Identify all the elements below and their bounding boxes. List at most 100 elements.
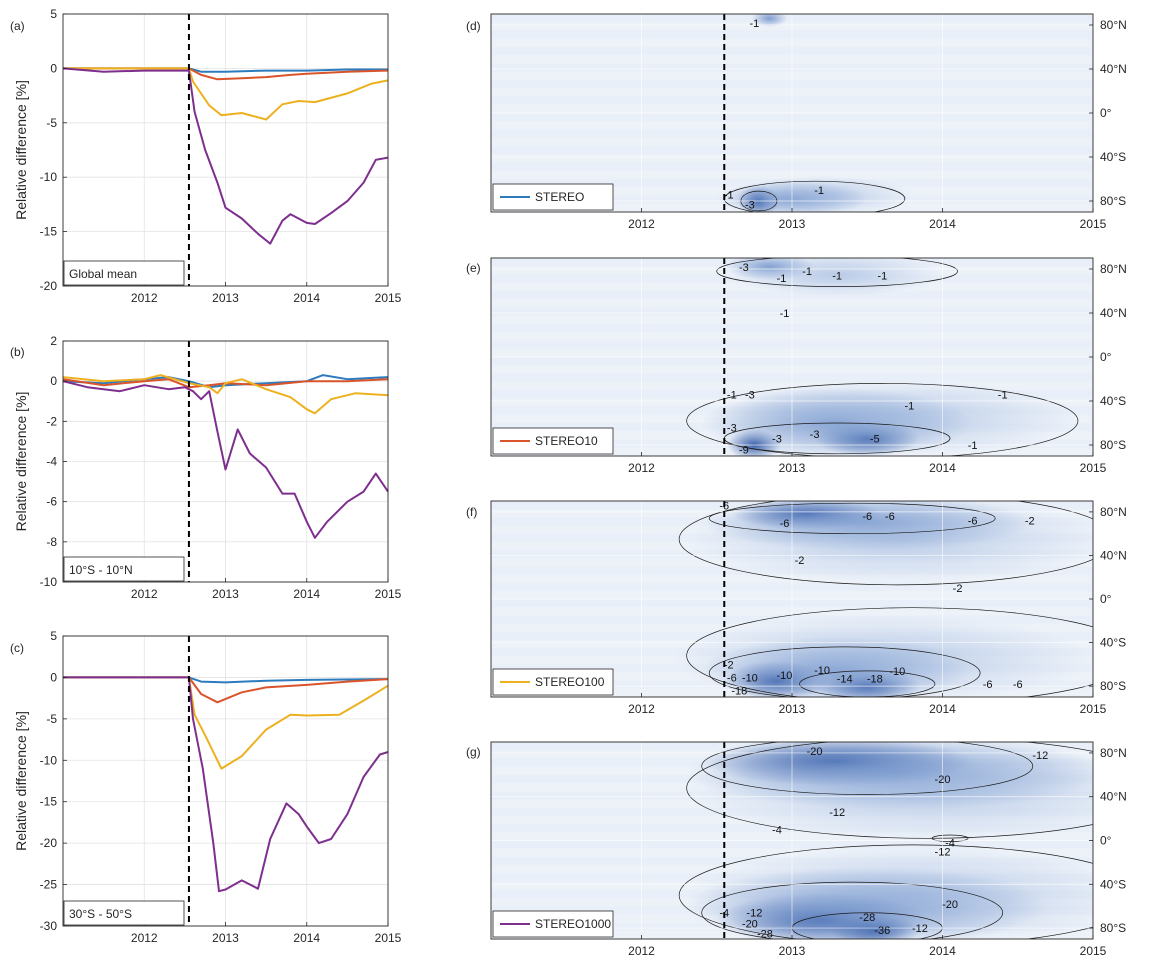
series-line-stereo100 bbox=[62, 374, 389, 415]
series-line-stereo1000 bbox=[62, 67, 389, 245]
contour-label: -3 bbox=[810, 429, 820, 441]
contour-label: -6 bbox=[862, 511, 872, 523]
legend-label: STEREO1000 bbox=[535, 917, 611, 931]
contour-label: -20 bbox=[742, 919, 758, 931]
y-tick-label: 80°N bbox=[1100, 505, 1127, 519]
x-tick-label: 2013 bbox=[212, 931, 239, 945]
panel-label: (g) bbox=[466, 745, 481, 759]
x-tick-label: 2014 bbox=[929, 461, 956, 475]
x-tick-label: 2015 bbox=[1080, 217, 1107, 231]
y-tick-label: 80°S bbox=[1100, 438, 1126, 452]
contour-label: -20 bbox=[942, 899, 958, 911]
contour-label: -1 bbox=[749, 18, 759, 30]
contour-line bbox=[708, 646, 981, 697]
x-tick-label: 2012 bbox=[628, 944, 655, 958]
contour-label: -1 bbox=[832, 271, 842, 283]
heatmap-panel-e: -3 -1 -1 -1 -1 -1 -1 -3 -1 -1 -3 -3 -3 -5 -9 -1 80°N 40°N… bbox=[466, 257, 1127, 475]
line-panel-a: 5 0 -5 -10 -15 -20 2012 2013 2014 2015 Relative di… bbox=[10, 7, 402, 305]
contour-label: -4 bbox=[945, 838, 955, 850]
y-tick-label: 5 bbox=[50, 629, 57, 643]
y-tick-label: 5 bbox=[50, 7, 57, 21]
y-tick-label: -4 bbox=[46, 455, 57, 469]
x-tick-label: 2015 bbox=[375, 587, 402, 601]
y-tick-label: -10 bbox=[40, 575, 58, 589]
contour-label: -6 bbox=[727, 672, 737, 684]
y-tick-label: 40°N bbox=[1100, 306, 1127, 320]
contour-label: -6 bbox=[780, 518, 790, 530]
series-line-stereo1000 bbox=[63, 676, 389, 893]
contour-label: -9 bbox=[739, 444, 749, 456]
line-panel-c: 5 0 -5 -10 -15 -20 -25 -30 2012 2013 2014 2015 Relat… bbox=[10, 629, 402, 945]
region-label-box bbox=[63, 260, 185, 286]
contour-label: -3 bbox=[745, 199, 755, 211]
y-tick-label: -20 bbox=[40, 836, 58, 850]
contour-label: -1 bbox=[877, 271, 887, 283]
x-tick-label: 2013 bbox=[212, 291, 239, 305]
contour-label: -1 bbox=[998, 389, 1008, 401]
y-tick-label: 80°S bbox=[1100, 679, 1126, 693]
y-tick-label: 80°S bbox=[1100, 921, 1126, 935]
contour-label: -1 bbox=[968, 440, 978, 452]
contour-label: -1 bbox=[904, 400, 914, 412]
contour-label: -10 bbox=[777, 670, 793, 682]
y-tick-label: 0° bbox=[1100, 106, 1112, 120]
heatmap-panel-d: -1 -1 -3 -1 80°N 40°N 0° 40°S 80°S 2012 2013 2014 20… bbox=[466, 13, 1127, 231]
y-tick-label: -5 bbox=[46, 712, 57, 726]
heatmap-blob bbox=[716, 380, 1078, 455]
y-tick-label: -10 bbox=[40, 170, 58, 184]
y-tick-label: 40°S bbox=[1100, 877, 1126, 891]
contour-label: -1 bbox=[727, 389, 737, 401]
contour-label: -6 bbox=[1013, 679, 1023, 691]
series-line-stereo1000 bbox=[62, 380, 389, 539]
contour-label: -28 bbox=[757, 929, 773, 941]
contour-label: -1 bbox=[802, 266, 812, 278]
y-tick-label: 80°S bbox=[1100, 194, 1126, 208]
y-axis-label: Relative difference [%] bbox=[13, 392, 29, 532]
legend-label: STEREO bbox=[535, 190, 584, 204]
y-tick-label: 0 bbox=[50, 670, 57, 684]
contour-label: -18 bbox=[867, 673, 883, 685]
y-tick-label: 0 bbox=[50, 61, 57, 75]
y-tick-label: -6 bbox=[46, 495, 57, 509]
contour-label: -1 bbox=[777, 273, 787, 285]
contour-label: -6 bbox=[983, 679, 993, 691]
heatmap-blob bbox=[731, 258, 943, 297]
panel-label: (d) bbox=[466, 19, 481, 33]
contour-label: -2 bbox=[795, 555, 805, 567]
x-tick-label: 2015 bbox=[1080, 944, 1107, 958]
y-tick-label: -15 bbox=[40, 225, 58, 239]
x-tick-label: 2013 bbox=[779, 702, 806, 716]
region-label-box bbox=[63, 900, 185, 926]
series-line-stereo100 bbox=[63, 676, 389, 770]
region-label: Global mean bbox=[69, 267, 137, 281]
x-tick-label: 2012 bbox=[131, 291, 158, 305]
y-tick-label: 0° bbox=[1100, 592, 1112, 606]
contour-label: -6 bbox=[885, 511, 895, 523]
x-tick-label: 2015 bbox=[375, 931, 402, 945]
contour-label: -1 bbox=[814, 185, 824, 197]
contour-line bbox=[678, 501, 1093, 586]
x-tick-label: 2014 bbox=[929, 944, 956, 958]
contour-label: -1 bbox=[780, 308, 790, 320]
x-tick-label: 2012 bbox=[628, 461, 655, 475]
x-tick-label: 2014 bbox=[929, 702, 956, 716]
y-tick-label: -5 bbox=[46, 116, 57, 130]
x-tick-label: 2015 bbox=[1080, 461, 1107, 475]
contour-label: -20 bbox=[807, 746, 823, 758]
x-tick-label: 2015 bbox=[1080, 702, 1107, 716]
series-line-stereo100 bbox=[63, 67, 389, 121]
contour-line bbox=[931, 834, 969, 842]
contour-line bbox=[799, 670, 936, 697]
x-tick-label: 2013 bbox=[779, 461, 806, 475]
x-tick-label: 2014 bbox=[293, 587, 320, 601]
contour-label: -12 bbox=[829, 807, 845, 819]
heatmap-blob bbox=[686, 847, 1093, 939]
contour-line bbox=[701, 742, 1034, 795]
y-tick-label: 40°S bbox=[1100, 394, 1126, 408]
y-tick-label: 40°S bbox=[1100, 636, 1126, 650]
panel-label: (c) bbox=[10, 641, 24, 655]
contour-label: -2 bbox=[953, 583, 963, 595]
panel-label: (f) bbox=[466, 505, 477, 519]
y-tick-label: -10 bbox=[40, 753, 58, 767]
